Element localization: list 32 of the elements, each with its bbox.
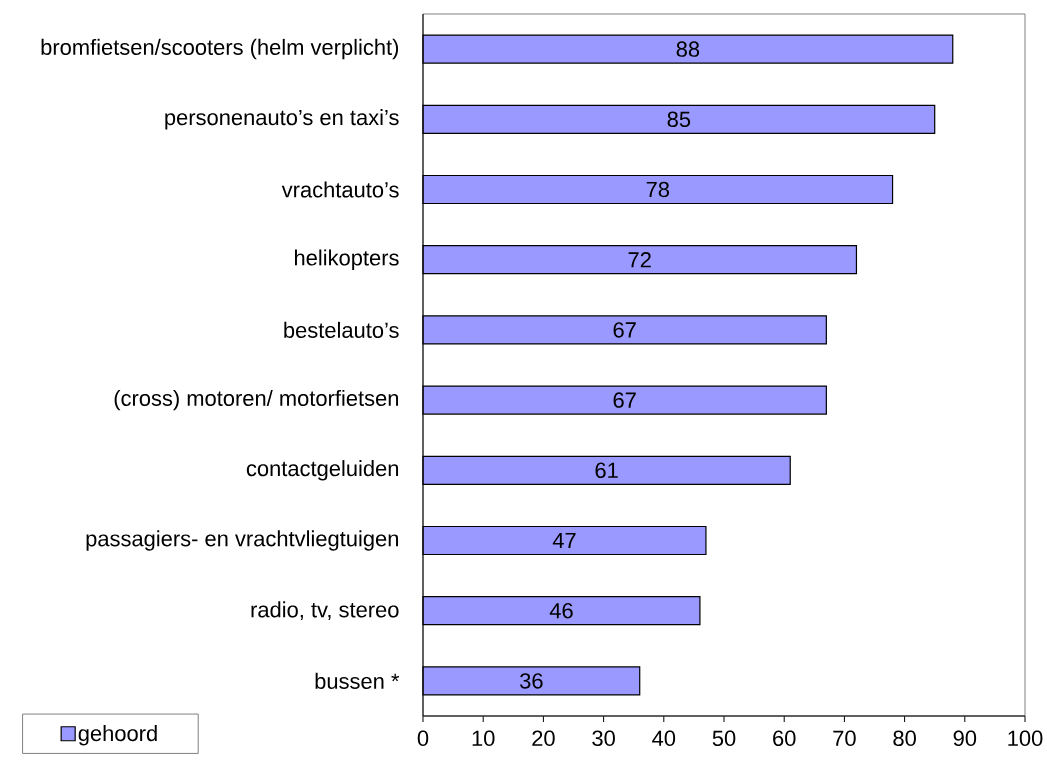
x-tick-label: 90: [953, 730, 977, 747]
data-label: 67: [613, 392, 636, 408]
x-tick-label: 30: [592, 730, 615, 747]
y-tick-label: helikopters: [295, 249, 399, 270]
y-tick-label: (cross) motoren/ motorfietsen: [114, 389, 399, 411]
y-tick-label: bromfietsen/scooters (helm verplicht): [41, 38, 399, 60]
y-tick-label: passagiers- en vrachtvliegtuigen: [86, 530, 398, 551]
y-tick-label: vrachtauto’s: [281, 181, 399, 198]
data-label: 67: [613, 322, 636, 338]
data-label: 36: [520, 673, 543, 689]
x-tick-label: 50: [712, 730, 736, 747]
legend-label: gehoord: [78, 725, 157, 746]
data-label: 47: [552, 532, 576, 549]
x-tick-label: 70: [833, 730, 856, 747]
data-label: 46: [549, 602, 573, 619]
y-tick-label: bestelauto’s: [284, 321, 399, 338]
data-label: 72: [628, 252, 651, 268]
x-tick-label: 100: [1008, 730, 1043, 747]
y-tick-label: contactgeluiden: [246, 460, 399, 481]
data-label: 61: [595, 462, 618, 479]
x-tick-label: 20: [532, 730, 555, 747]
x-tick-label: 60: [773, 730, 796, 747]
y-tick-label: bussen *: [315, 672, 400, 689]
data-label: 78: [646, 181, 670, 198]
y-tick-label: personenauto’s en taxi’s: [165, 109, 399, 130]
x-tick-label: 40: [652, 730, 676, 747]
x-tick-label: 80: [893, 730, 916, 747]
data-label: 88: [676, 41, 700, 57]
x-tick-label: 10: [472, 730, 495, 747]
data-label: 85: [667, 111, 691, 128]
y-tick-label: radio, tv, stereo: [251, 601, 399, 621]
x-tick-label: 0: [417, 730, 429, 747]
